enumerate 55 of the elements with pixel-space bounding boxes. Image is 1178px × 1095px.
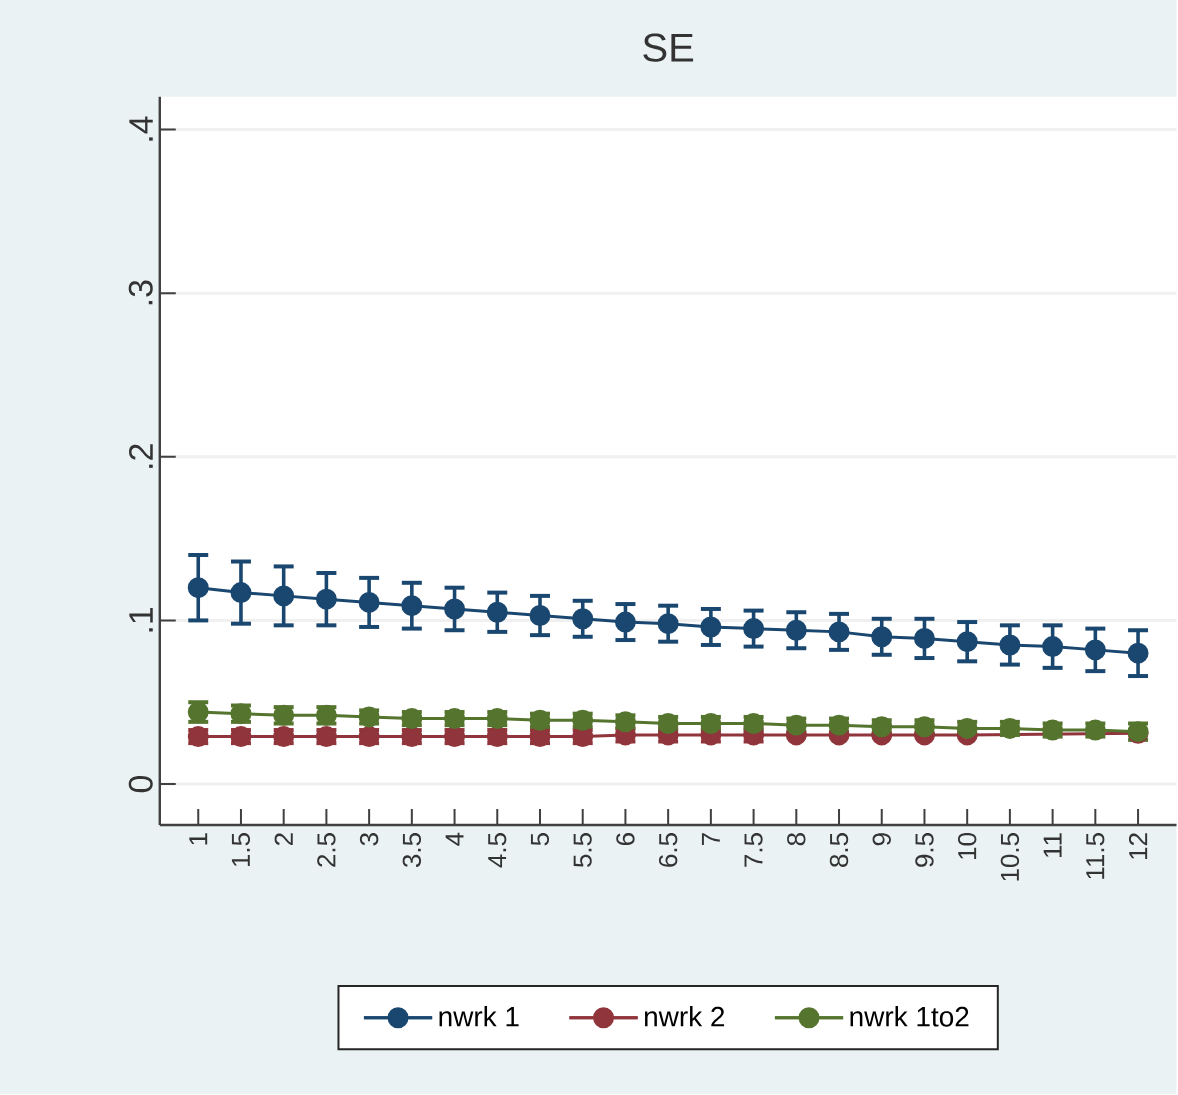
point bbox=[785, 619, 807, 641]
x-tick-label: 11.5 bbox=[1086, 833, 1105, 879]
x-tick-label: 4.5 bbox=[488, 833, 507, 868]
point bbox=[572, 608, 594, 630]
x-tick-label: 1 bbox=[189, 833, 208, 845]
point bbox=[358, 592, 380, 614]
x-tick-label: 8 bbox=[787, 833, 806, 846]
x-tick-label: 5 bbox=[530, 833, 550, 846]
point bbox=[1084, 639, 1106, 661]
legend-label: nwrk 2 bbox=[644, 1006, 725, 1027]
x-tick-label: 12 bbox=[1128, 833, 1148, 860]
point bbox=[230, 582, 252, 604]
point bbox=[529, 605, 551, 627]
x-tick-label: 3.5 bbox=[402, 833, 422, 868]
x-tick-label: 3 bbox=[359, 833, 379, 846]
y-tick-label: 0 bbox=[128, 776, 153, 793]
y-tick-label: .2 bbox=[129, 444, 153, 469]
x-tick-label: 10 bbox=[957, 833, 977, 860]
point bbox=[1042, 636, 1064, 658]
point bbox=[187, 577, 209, 599]
point bbox=[999, 634, 1021, 656]
x-tick-label: 6 bbox=[616, 833, 635, 846]
point bbox=[401, 595, 423, 617]
x-tick-label: 7.5 bbox=[744, 833, 763, 867]
chart-title: SE bbox=[643, 33, 694, 63]
point bbox=[743, 618, 765, 640]
x-tick-label: 10.5 bbox=[1000, 833, 1020, 881]
x-tick-label: 5.5 bbox=[573, 833, 592, 868]
y-tick-label: .3 bbox=[128, 280, 153, 305]
point bbox=[273, 585, 295, 607]
x-tick-label: 1.5 bbox=[231, 833, 251, 867]
point bbox=[700, 616, 722, 638]
x-tick-label: 9.5 bbox=[915, 833, 934, 868]
point bbox=[486, 601, 508, 623]
point bbox=[444, 598, 466, 620]
x-tick-label: 7 bbox=[701, 833, 720, 846]
point bbox=[913, 628, 935, 650]
x-tick-label: 6.5 bbox=[658, 833, 678, 867]
x-tick-label: 8.5 bbox=[829, 833, 849, 868]
point bbox=[614, 611, 636, 633]
x-tick-label: 2.5 bbox=[317, 833, 336, 867]
point bbox=[315, 588, 337, 610]
point bbox=[828, 621, 850, 643]
x-tick-label: 11 bbox=[1043, 833, 1062, 858]
point bbox=[871, 626, 893, 648]
y-tick-label: .4 bbox=[129, 116, 153, 141]
y-tick-label: .1 bbox=[129, 608, 153, 632]
x-tick-label: 9 bbox=[872, 833, 891, 846]
legend-label: nwrk 1 bbox=[439, 1006, 519, 1027]
point bbox=[956, 631, 978, 653]
point bbox=[1127, 642, 1149, 664]
legend-label: nwrk 1to2 bbox=[850, 1006, 969, 1027]
x-tick-label: 2 bbox=[274, 833, 293, 846]
x-tick-label: 4 bbox=[445, 832, 464, 847]
point bbox=[657, 613, 679, 635]
